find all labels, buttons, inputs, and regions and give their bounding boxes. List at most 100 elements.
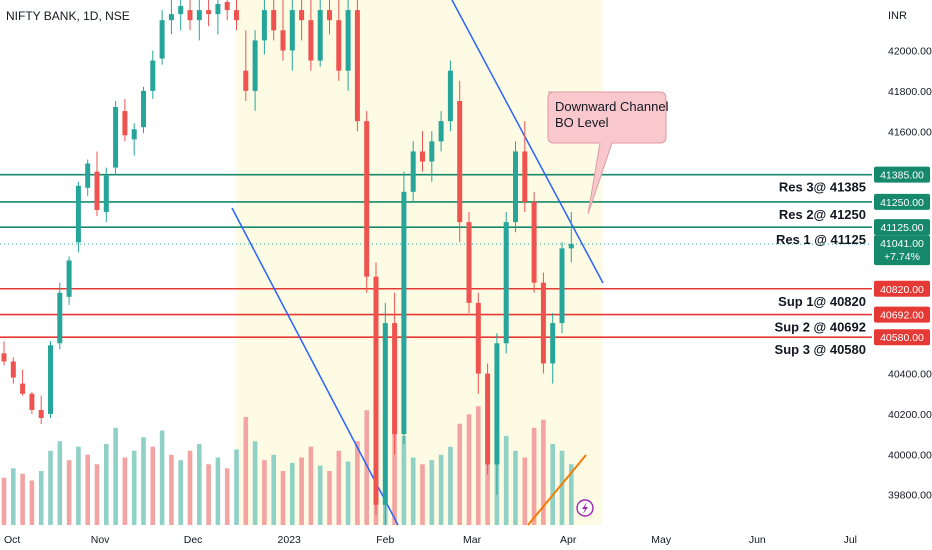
price-tag-label: 41125.00 bbox=[880, 222, 923, 234]
candle-body bbox=[252, 40, 258, 91]
x-tick-label: May bbox=[651, 534, 672, 546]
price-tag bbox=[874, 306, 930, 323]
volume-bar bbox=[401, 435, 407, 525]
volume-bar bbox=[76, 446, 81, 525]
candle-body bbox=[187, 10, 193, 21]
level-label: Res 1 @ 41125 bbox=[776, 232, 866, 247]
volume-bar bbox=[104, 444, 109, 525]
volume-bar bbox=[448, 446, 453, 525]
y-tick-label: 40400.00 bbox=[888, 369, 932, 381]
volume-bar bbox=[20, 473, 25, 525]
volume-bar bbox=[308, 446, 314, 525]
alert-icon[interactable] bbox=[576, 499, 594, 517]
volume-bar bbox=[271, 454, 276, 525]
candle-body bbox=[485, 373, 491, 465]
candle-body bbox=[48, 345, 53, 414]
price-tag-label: 41385.00 bbox=[880, 170, 924, 182]
volume-bar bbox=[550, 444, 555, 525]
volume-bar bbox=[66, 460, 72, 525]
candle-body bbox=[317, 10, 323, 61]
volume-bar bbox=[336, 450, 342, 525]
volume-bar bbox=[355, 441, 360, 525]
last-price-value: 41041.00 bbox=[880, 238, 924, 250]
volume-bar bbox=[420, 464, 425, 525]
x-tick-label: 2023 bbox=[278, 534, 302, 546]
y-tick-label: 40000.00 bbox=[888, 449, 932, 461]
candle-body bbox=[289, 10, 295, 51]
candle-body bbox=[94, 171, 100, 210]
x-tick-label: Feb bbox=[376, 534, 394, 546]
price-tag bbox=[874, 166, 930, 183]
candle-body bbox=[494, 343, 500, 465]
candle-body bbox=[113, 107, 119, 168]
y-tick-label: 41600.00 bbox=[888, 126, 932, 138]
candle-body bbox=[354, 10, 360, 122]
candle-body bbox=[513, 151, 518, 223]
chart-title: NIFTY BANK, 1D, NSE bbox=[6, 9, 130, 23]
candle-body bbox=[141, 90, 146, 128]
volume-bar bbox=[141, 437, 146, 525]
candle-body bbox=[29, 393, 35, 410]
volume-bar bbox=[569, 464, 574, 525]
volume-bar bbox=[438, 454, 444, 525]
volume-bar bbox=[364, 410, 369, 525]
candle-body bbox=[131, 129, 137, 140]
candle-body bbox=[308, 20, 314, 61]
price-tag bbox=[874, 219, 930, 236]
candle-body bbox=[447, 70, 453, 122]
annotation-text: Downward Channel BO Level bbox=[555, 99, 669, 130]
volume-bar bbox=[280, 471, 286, 525]
candle-body bbox=[38, 409, 44, 418]
candle-body bbox=[345, 10, 351, 71]
x-tick-label: Nov bbox=[91, 534, 110, 546]
candle-body bbox=[234, 10, 239, 21]
candle-body bbox=[410, 151, 416, 192]
y-tick-label: 41800.00 bbox=[888, 86, 932, 98]
candle-body bbox=[85, 163, 91, 188]
candle-body bbox=[568, 244, 574, 249]
level-label: Res 2@ 41250 bbox=[779, 207, 866, 222]
candle-body bbox=[401, 191, 407, 435]
candle-body bbox=[103, 175, 109, 213]
x-tick-label: Mar bbox=[463, 534, 482, 546]
volume-bar bbox=[345, 461, 351, 525]
candle-body bbox=[466, 222, 472, 303]
candle-body bbox=[522, 151, 528, 202]
level-label: Sup 3 @ 40580 bbox=[775, 342, 866, 357]
volume-bar bbox=[113, 427, 118, 525]
candle-body bbox=[196, 10, 202, 21]
candle-body bbox=[75, 185, 81, 243]
candle-body bbox=[382, 323, 388, 505]
volume-bar bbox=[531, 427, 537, 525]
candle-body bbox=[559, 248, 565, 324]
candle-body bbox=[178, 6, 184, 15]
y-tick-label: 40200.00 bbox=[888, 409, 932, 421]
volume-bar bbox=[48, 450, 53, 525]
annotation-line: Downward Channel bbox=[555, 99, 669, 114]
candle-body bbox=[10, 361, 16, 378]
price-tag bbox=[874, 193, 930, 210]
candle-body bbox=[457, 100, 463, 223]
price-tag bbox=[874, 329, 930, 346]
annotation-line: BO Level bbox=[555, 115, 609, 130]
volume-bar bbox=[252, 441, 258, 525]
x-tick-label: Jul bbox=[844, 534, 857, 546]
volume-bar bbox=[187, 450, 193, 525]
volume-bar bbox=[299, 457, 304, 525]
volume-bar bbox=[476, 406, 481, 525]
volume-bar bbox=[317, 465, 323, 525]
volume-bar bbox=[29, 480, 35, 525]
y-tick-label: 39800.00 bbox=[888, 490, 932, 502]
volume-bar bbox=[38, 471, 44, 525]
candle-body bbox=[503, 222, 509, 344]
candle-body bbox=[429, 141, 435, 162]
candle-body bbox=[438, 121, 444, 142]
price-tag bbox=[874, 280, 930, 297]
volume-bar bbox=[1, 477, 7, 525]
volume-bar bbox=[11, 468, 16, 525]
candle-body bbox=[475, 302, 481, 374]
candle-body bbox=[280, 30, 286, 51]
currency-label: INR bbox=[888, 10, 907, 22]
